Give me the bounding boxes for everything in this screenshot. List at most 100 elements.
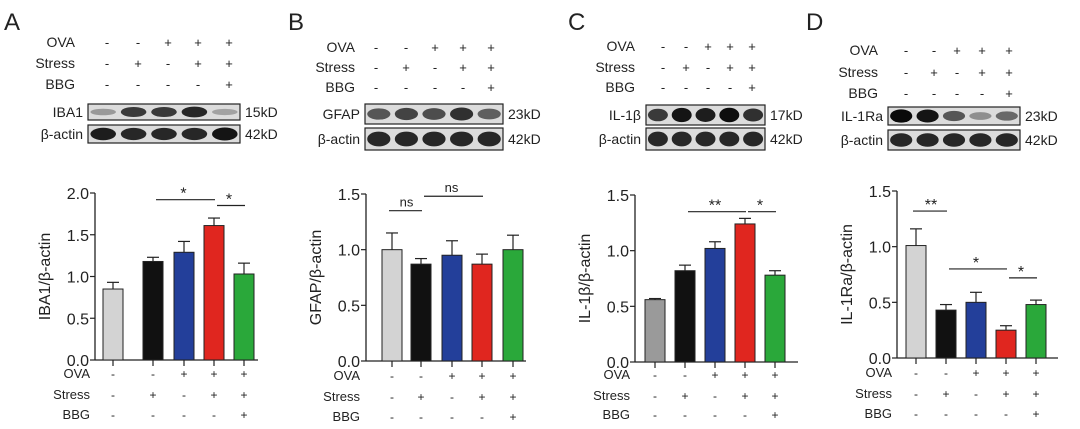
significance-label: * (757, 198, 763, 215)
blot-row-label-stress: Stress (838, 64, 878, 80)
blot-band (394, 107, 418, 121)
blot-band (422, 131, 446, 147)
blot-sign: - (706, 60, 710, 75)
panel-letter: D (806, 9, 823, 36)
y-tick-label: 0.0 (67, 353, 89, 370)
actin-blot-kd: 42kD (770, 131, 803, 147)
blot-row-label-ova: OVA (606, 38, 635, 54)
panel-d: D OVA - - + + + Stress - + - + + BBG - - - - + IL-1Ra 23kD β-… (806, 9, 1058, 421)
blot-sign: - (105, 56, 109, 71)
chart-sign: - (182, 388, 186, 402)
panel-letter: C (568, 9, 585, 36)
blot-sign: - (136, 35, 140, 50)
blot-row-label-bbg: BBG (605, 79, 635, 95)
blot-band (969, 133, 992, 147)
blot-band (120, 127, 147, 141)
chart-row-label-stress: Stress (53, 387, 90, 402)
actin-blot-label: β-actin (41, 126, 83, 142)
chart-sign: - (974, 387, 978, 401)
blot-sign: + (726, 60, 734, 75)
blot-sign: - (136, 77, 140, 92)
blot-band (719, 107, 740, 123)
y-tick-label: 0.0 (607, 355, 629, 372)
protein-blot-kd: 23kD (1025, 108, 1058, 124)
blot-sign: + (459, 40, 467, 55)
blot-band (695, 108, 716, 122)
bar-2 (935, 309, 957, 359)
blot-sign: + (704, 39, 712, 54)
chart-sign: - (111, 388, 115, 402)
chart-sign: - (450, 390, 454, 404)
chart-sign: - (944, 407, 948, 421)
actin-blot-label: β-actin (318, 131, 360, 147)
blot-sign: + (487, 60, 495, 75)
blot-sign: - (166, 56, 170, 71)
y-axis-label: IL-1β/β-actin (577, 234, 594, 324)
blot-sign: - (661, 60, 665, 75)
significance-label: * (973, 255, 979, 272)
chart-sign: + (681, 389, 688, 403)
panel-a: A OVA - - + + + Stress - + - + + BBG - - - - + IBA1 15kD β-ac… (4, 9, 278, 422)
bar-4 (995, 329, 1017, 359)
blot-row-label-bbg: BBG (848, 85, 878, 101)
blot-sign: - (661, 39, 665, 54)
chart-sign: - (683, 368, 687, 382)
chart-sign: - (450, 410, 454, 424)
blot-row-label-stress: Stress (35, 55, 75, 71)
blot-band (671, 131, 692, 147)
chart-row-label-bbg: BBG (603, 407, 630, 422)
blot-sign: - (932, 86, 936, 101)
blot-sign: - (166, 77, 170, 92)
blot-sign: - (904, 86, 908, 101)
chart-sign: + (240, 388, 247, 402)
y-tick-label: 1.5 (67, 228, 89, 245)
significance-label: ns (400, 195, 414, 210)
y-tick-label: 0.0 (338, 354, 360, 371)
y-tick-label: 2.0 (67, 186, 89, 203)
blot-band (120, 106, 147, 118)
chart-sign: - (653, 408, 657, 422)
blot-sign: - (932, 43, 936, 58)
blot-band (942, 110, 966, 122)
bar-1 (102, 288, 124, 361)
chart-sign: + (1002, 387, 1009, 401)
chart-sign: + (1002, 366, 1009, 380)
blot-band (450, 131, 474, 147)
y-tick-label: 0.5 (67, 311, 89, 328)
chart-sign: - (390, 369, 394, 383)
blot-sign: + (225, 35, 233, 50)
blot-band (916, 133, 939, 147)
significance-label: * (226, 192, 232, 209)
y-tick-label: 1.0 (338, 243, 360, 260)
chart-sign: - (390, 410, 394, 424)
significance-label: * (1018, 264, 1024, 281)
chart-sign: - (653, 389, 657, 403)
blot-sign: + (194, 56, 202, 71)
significance-label: * (180, 186, 186, 203)
chart-row-label-bbg: BBG (333, 409, 360, 424)
blot-sign: + (431, 40, 439, 55)
protein-blot-label: GFAP (323, 106, 360, 122)
chart-row-label-ova: OVA (334, 368, 361, 383)
chart-sign: - (390, 390, 394, 404)
protein-blot-label: IBA1 (53, 104, 84, 120)
blot-band (671, 107, 692, 123)
bar-3 (965, 301, 987, 359)
blot-band (719, 131, 740, 147)
actin-blot-kd: 42kD (508, 131, 541, 147)
significance-label: ns (445, 180, 459, 195)
panel-c: C OVA - - + + + Stress - + - + + BBG - - - - + IL-1β 17kD β-a… (568, 9, 803, 422)
chart-sign: + (1032, 366, 1039, 380)
blot-band (995, 111, 1018, 121)
blot-band (647, 108, 668, 122)
blot-sign: - (706, 80, 710, 95)
blot-sign: - (980, 86, 984, 101)
chart-sign: - (914, 407, 918, 421)
bar-3 (441, 254, 463, 362)
blot-sign: - (404, 40, 408, 55)
chart-sign: + (771, 389, 778, 403)
blot-band (647, 131, 668, 147)
chart-row-label-ova: OVA (866, 365, 893, 380)
